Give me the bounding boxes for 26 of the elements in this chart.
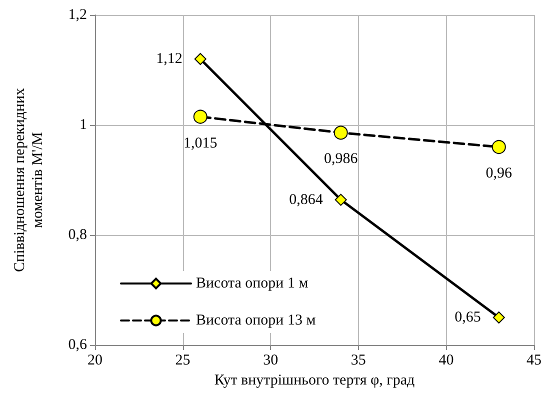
x-tick-label: 40 [438,352,454,368]
data-label: 0,96 [486,166,513,182]
y-tick-label: 1 [80,117,87,133]
x-tick-label: 35 [350,352,366,368]
legend-label: Висота опори 1 м [196,276,309,292]
x-axis-title: Кут внутрішнього тертя φ, град [214,372,415,388]
x-tick-label: 25 [175,352,190,368]
legend-label: Висота опори 13 м [196,312,316,328]
y-tick-label: 0,6 [68,337,88,353]
x-tick-label: 30 [263,352,278,368]
data-label: 1,015 [183,135,218,152]
x-tick-label: 20 [88,352,102,368]
data-label: 1,12 [156,51,182,67]
y-tick-label: 0,8 [68,227,87,243]
data-label: 0,986 [324,151,358,168]
point [492,140,506,154]
x-tick-label: 45 [526,352,542,368]
point [334,194,347,206]
point [492,312,505,324]
point [194,53,206,65]
data-label: 0,864 [289,192,324,208]
y-axis-title: Співвідношення перекидних моментів М'/М [12,88,46,272]
point [193,110,208,124]
y-tick-label: 1,2 [68,7,87,23]
data-label: 0,65 [454,310,481,326]
point [334,126,348,140]
